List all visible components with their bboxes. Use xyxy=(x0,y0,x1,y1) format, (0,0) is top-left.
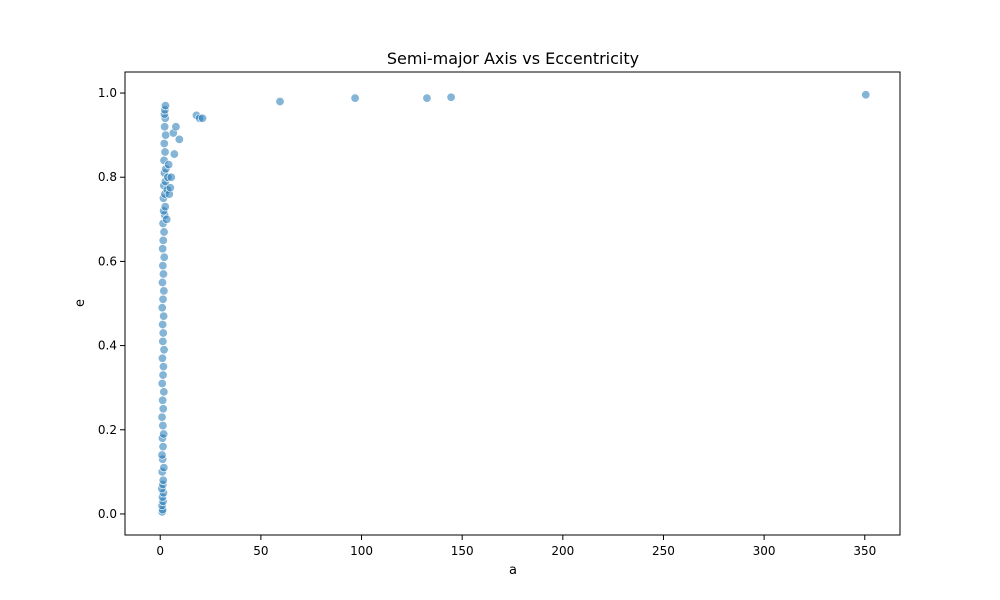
scatter-point xyxy=(164,160,174,170)
scatter-point xyxy=(169,149,179,159)
x-axis-label: a xyxy=(509,563,517,578)
scatter-point xyxy=(171,122,181,132)
x-tick-label: 200 xyxy=(551,544,574,558)
scatter-point xyxy=(158,261,168,271)
x-tick-label: 50 xyxy=(253,544,268,558)
x-axis-ticks: 0 50 100 150 200 250 300 350 xyxy=(156,535,876,558)
scatter-point xyxy=(160,122,170,132)
scatter-point xyxy=(158,235,168,245)
scatter-point xyxy=(160,202,170,212)
scatter-point xyxy=(158,421,168,431)
scatter-point xyxy=(157,412,167,422)
scatter-point xyxy=(159,429,169,439)
scatter-point xyxy=(161,130,171,140)
scatter-point xyxy=(159,345,169,355)
scatter-point xyxy=(159,311,169,321)
x-tick-label: 300 xyxy=(753,544,776,558)
chart-title: Semi-major Axis vs Eccentricity xyxy=(387,49,639,68)
y-tick-label: 0.0 xyxy=(98,507,117,521)
y-axis-ticks: 0.0 0.2 0.4 0.6 0.8 1.0 xyxy=(98,86,125,521)
scatter-point xyxy=(162,214,172,224)
scatter-point xyxy=(158,244,168,254)
scatter-point xyxy=(158,404,168,414)
scatter-point xyxy=(157,303,167,313)
scatter-point xyxy=(158,336,168,346)
scatter-point xyxy=(159,252,169,262)
scatter-point xyxy=(158,395,168,405)
x-tick-label: 150 xyxy=(451,544,474,558)
y-axis-label: e xyxy=(73,299,88,307)
scatter-point xyxy=(158,475,168,485)
scatter-point xyxy=(158,370,168,380)
scatter-point xyxy=(157,450,167,460)
x-tick-label: 0 xyxy=(156,544,164,558)
scatter-point xyxy=(157,378,167,388)
scatter-point xyxy=(158,269,168,279)
scatter-point xyxy=(158,362,168,372)
scatter-points xyxy=(157,90,871,517)
scatter-point xyxy=(861,90,871,100)
x-tick-label: 350 xyxy=(853,544,876,558)
scatter-point xyxy=(159,387,169,397)
plot-frame xyxy=(124,71,901,536)
scatter-point xyxy=(275,96,285,106)
scatter-point xyxy=(158,442,168,452)
y-tick-label: 0.4 xyxy=(98,339,117,353)
scatter-point xyxy=(446,92,456,102)
scatter-point xyxy=(166,172,176,182)
y-tick-label: 0.8 xyxy=(98,170,117,184)
scatter-point xyxy=(157,277,167,287)
scatter-point xyxy=(165,183,175,193)
scatter-point xyxy=(422,93,432,103)
scatter-point xyxy=(158,320,168,330)
scatter-point xyxy=(174,134,184,144)
scatter-point xyxy=(158,294,168,304)
scatter-point xyxy=(350,93,360,103)
scatter-point xyxy=(160,147,170,157)
scatter-point xyxy=(159,286,169,296)
scatter-point xyxy=(158,328,168,338)
scatter-point xyxy=(159,227,169,237)
scatter-point xyxy=(160,101,170,111)
scatter-point xyxy=(159,463,169,473)
scatter-point xyxy=(159,139,169,149)
x-tick-label: 250 xyxy=(652,544,675,558)
y-tick-label: 0.6 xyxy=(98,254,117,268)
scatter-point xyxy=(198,113,208,123)
scatter-point xyxy=(157,353,167,363)
x-tick-label: 100 xyxy=(350,544,373,558)
y-tick-label: 1.0 xyxy=(98,86,117,100)
y-tick-label: 0.2 xyxy=(98,423,117,437)
